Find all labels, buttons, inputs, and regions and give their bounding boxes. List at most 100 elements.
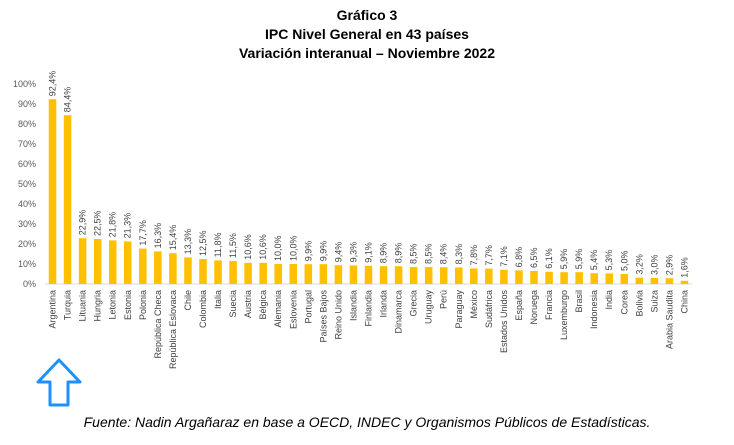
category-label: España (514, 290, 524, 321)
bar (319, 264, 328, 284)
category-label: Eslovenia (288, 290, 298, 329)
bar (259, 262, 267, 284)
data-label: 9,1% (364, 242, 374, 263)
category-label: Luxemburgo (559, 290, 569, 340)
bar (78, 238, 87, 284)
category-label: Noruega (529, 290, 539, 325)
data-label: 15,4% (168, 225, 178, 251)
category-label: Islandia (348, 290, 358, 321)
data-label: 6,5% (529, 247, 539, 268)
data-label: 13,3% (183, 229, 193, 255)
category-label: Indonesia (589, 290, 599, 329)
category-label: Hungria (93, 290, 103, 322)
category-label: Perú (439, 290, 449, 309)
bar-chart: 0% 10% 20% 30% 40% 50% 60% 70% 80% 90% 100% 92,4% Ar… (13, 71, 692, 369)
bar (650, 278, 659, 284)
bar (530, 271, 538, 284)
bar (93, 239, 102, 284)
y-tick-label: 60% (18, 159, 36, 169)
bar (590, 273, 598, 284)
data-label: 8,5% (409, 243, 419, 264)
data-label: 1,6% (679, 257, 689, 278)
category-label: Sudáfrica (484, 290, 494, 328)
y-tick-label: 80% (18, 119, 36, 129)
category-label: Colombia (198, 290, 208, 328)
chart-subtitle-period: Variación interanual – Noviembre 2022 (238, 45, 495, 61)
bar (289, 264, 298, 284)
data-label: 11,8% (213, 233, 223, 258)
data-label: 7,8% (469, 245, 479, 266)
bar (665, 278, 674, 284)
bar (364, 265, 373, 284)
bar (48, 99, 57, 284)
bar (500, 269, 508, 284)
data-label: 9,9% (318, 241, 328, 262)
data-label: 5,0% (619, 250, 629, 271)
y-tick-label: 90% (18, 99, 36, 109)
category-label: Arabia Saudita (664, 290, 674, 349)
bar (184, 257, 192, 284)
data-label: 8,4% (439, 244, 449, 265)
data-label: 8,3% (454, 244, 464, 265)
data-label: 84,4% (63, 87, 73, 113)
data-label: 9,9% (303, 241, 313, 262)
y-tick-label: 0% (23, 279, 36, 289)
category-label: Paraguay (454, 290, 464, 329)
chart-title: Gráfico 3 (336, 7, 398, 23)
data-label: 17,7% (138, 220, 148, 246)
bar (605, 273, 614, 284)
y-tick-label: 20% (18, 239, 36, 249)
category-label: Grecia (409, 290, 419, 317)
data-label: 5,9% (574, 249, 584, 270)
data-label: 10,0% (288, 235, 298, 261)
bar (229, 261, 237, 284)
y-tick-label: 40% (18, 199, 36, 209)
bar (560, 272, 568, 284)
data-label: 8,9% (379, 243, 389, 264)
category-label: Letonia (108, 290, 118, 320)
category-label: Suecia (228, 290, 238, 318)
data-label: 21,3% (123, 213, 133, 239)
category-label: México (469, 290, 479, 319)
category-label: República Checa (153, 290, 163, 359)
y-tick-label: 70% (18, 139, 36, 149)
category-label: Lituania (78, 290, 88, 322)
data-label: 7,1% (499, 246, 509, 267)
data-label: 22,9% (78, 210, 88, 236)
category-label: Dinamarca (394, 290, 404, 334)
data-label: 92,4% (48, 71, 58, 97)
y-tick-label: 10% (18, 259, 36, 269)
bar (379, 266, 388, 284)
data-label: 8,5% (424, 243, 434, 264)
source-note: Fuente: Nadin Argañaraz en base a OECD, … (83, 414, 651, 430)
data-label: 12,5% (198, 230, 208, 256)
bar (515, 270, 523, 284)
bar (349, 265, 358, 284)
data-label: 5,4% (589, 250, 599, 271)
bar (439, 267, 448, 284)
data-label: 5,9% (559, 249, 569, 270)
bar (123, 241, 132, 284)
data-label: 6,8% (514, 247, 524, 268)
category-label: Corea (619, 290, 629, 315)
category-label: Finlandia (364, 290, 374, 327)
category-label: Portugal (303, 290, 313, 324)
category-label: Uruguay (424, 290, 434, 325)
bar (169, 253, 177, 284)
bar (304, 264, 313, 284)
data-label: 22,5% (93, 210, 103, 236)
bar (334, 265, 343, 284)
data-label: 3,2% (634, 254, 644, 275)
data-label: 21,8% (108, 212, 118, 238)
data-label: 7,7% (484, 245, 494, 266)
bar (680, 280, 689, 284)
data-label: 10,6% (258, 234, 268, 260)
category-label: Reino Unido (333, 290, 343, 340)
bar (108, 240, 117, 284)
bar (545, 271, 553, 284)
category-label: Turquia (63, 290, 73, 320)
bar (575, 272, 583, 284)
data-label: 9,3% (348, 242, 358, 263)
y-tick-label: 100% (13, 79, 36, 89)
category-label: Austria (243, 290, 253, 318)
